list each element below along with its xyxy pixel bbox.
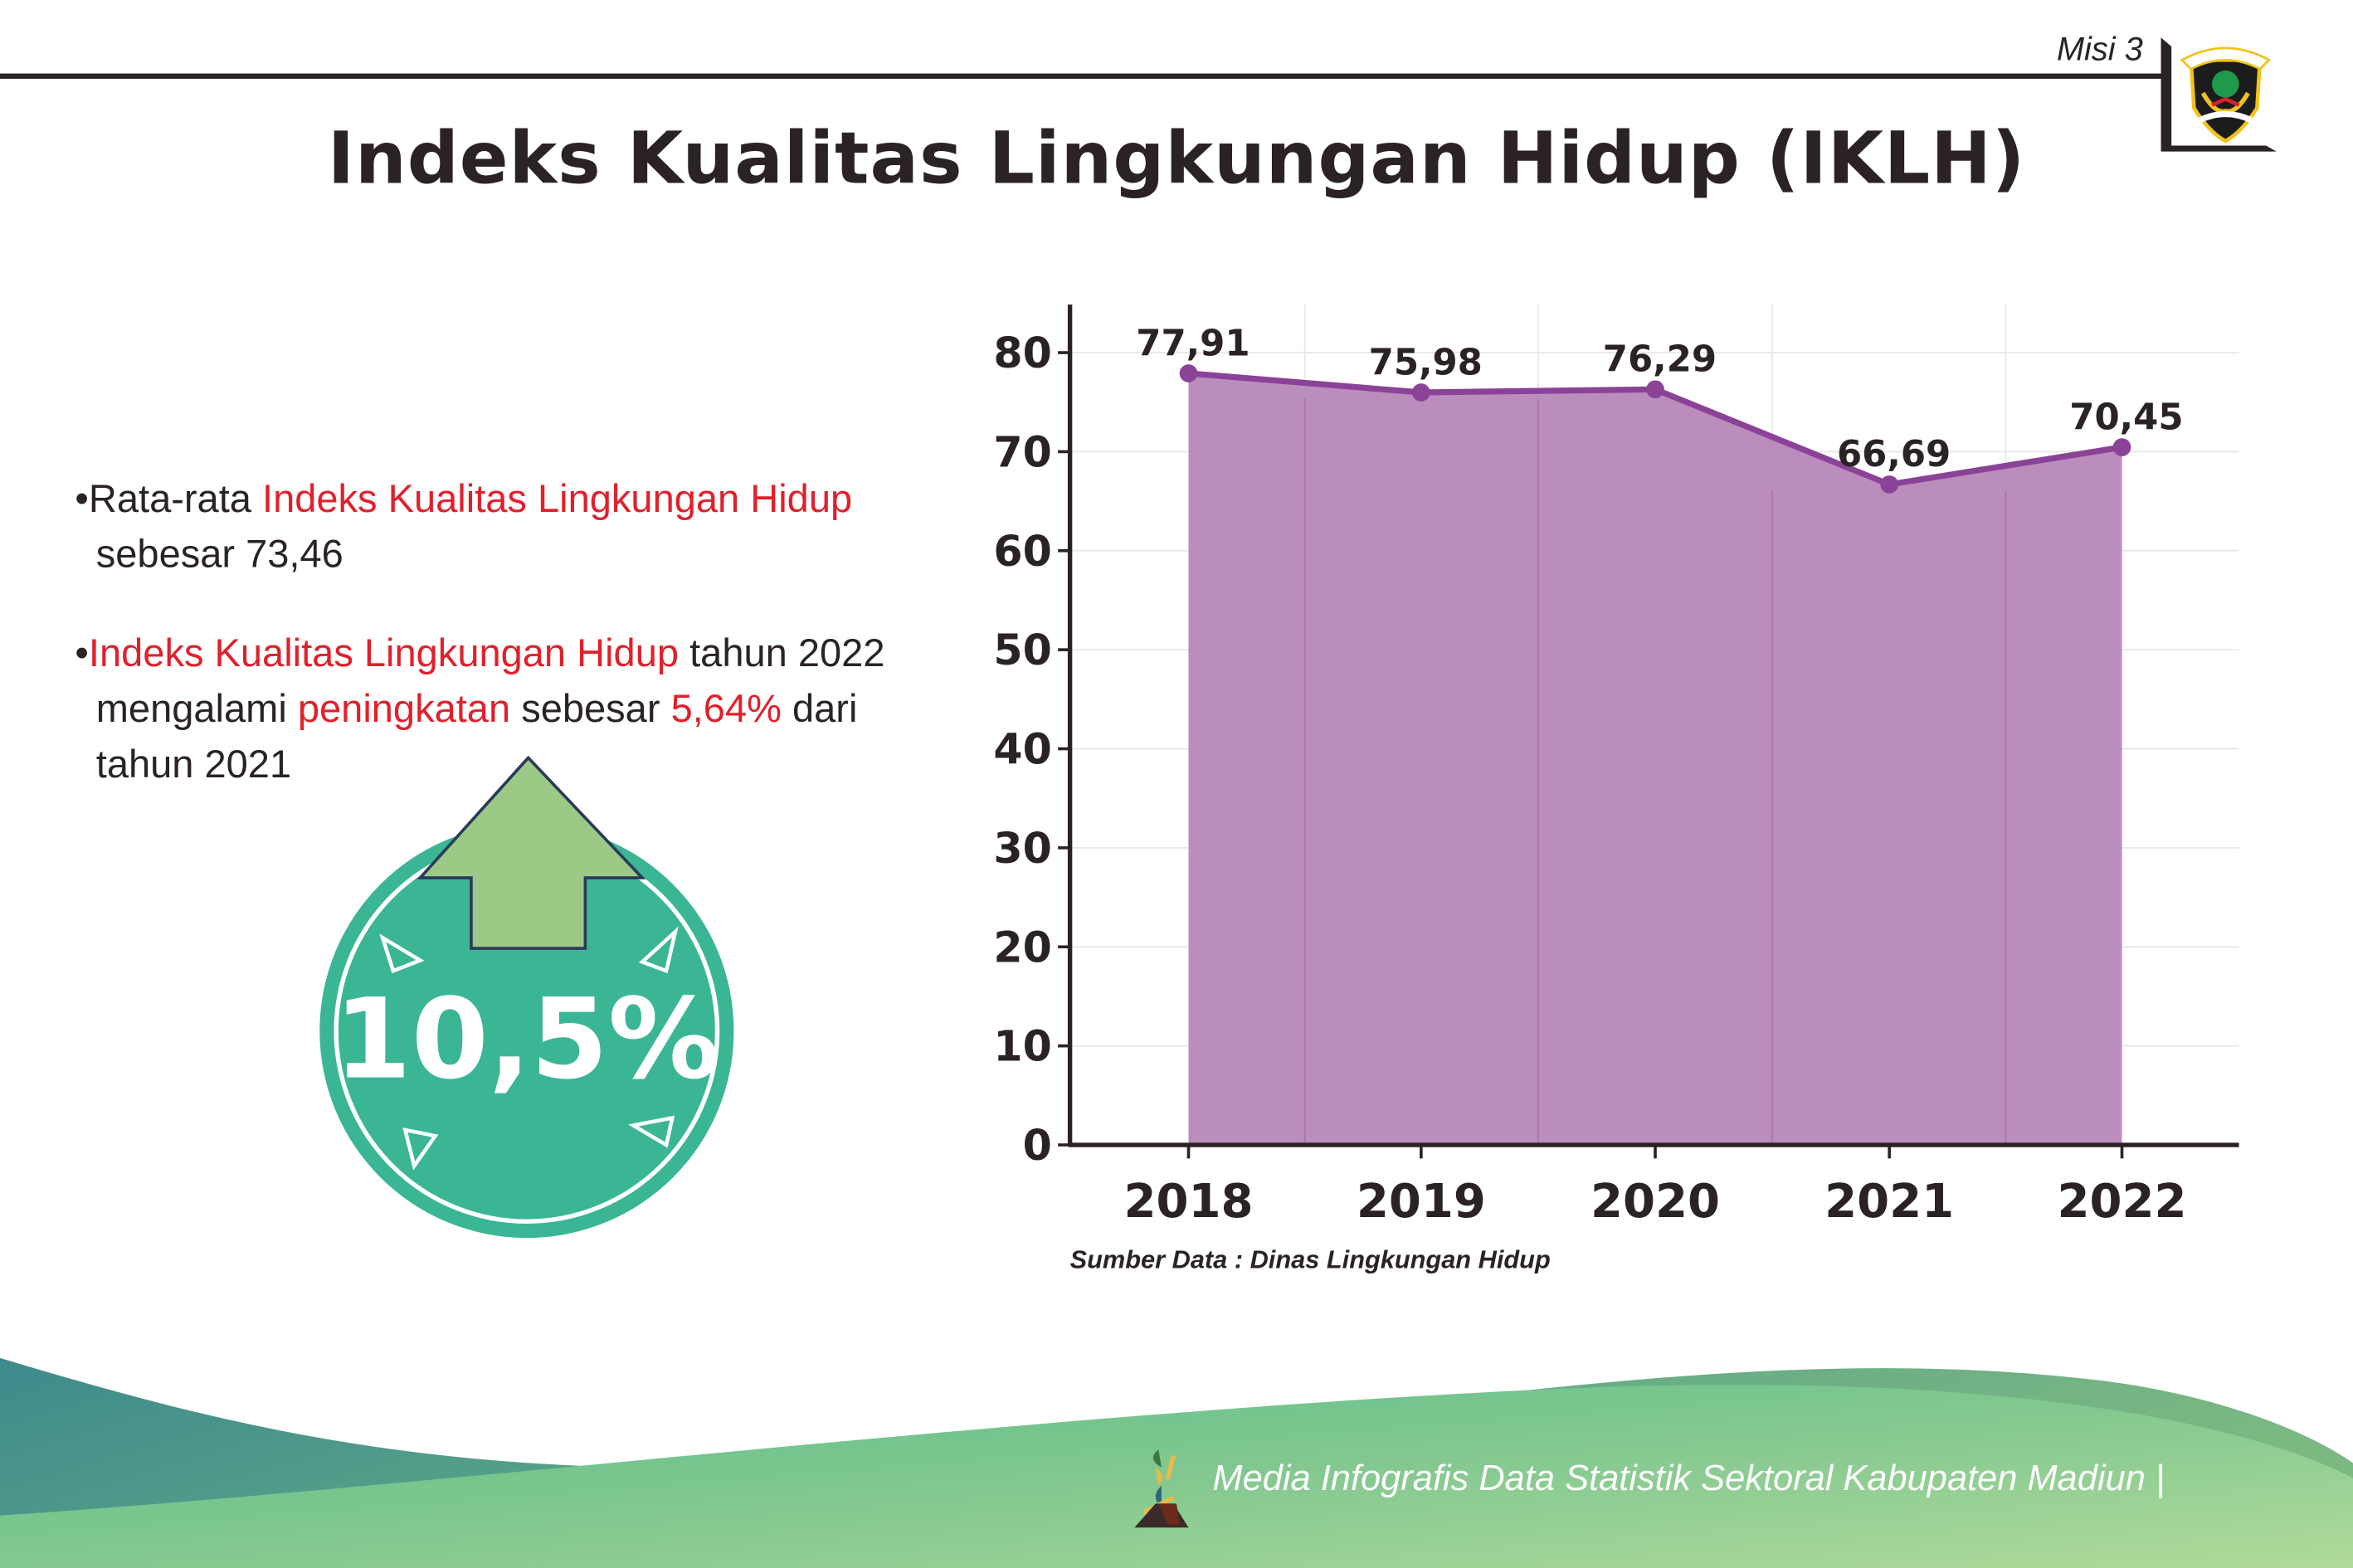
data-label: 76,29 <box>1603 339 1717 381</box>
bullet-text: sebesar <box>510 685 671 731</box>
data-label: 75,98 <box>1369 342 1483 383</box>
bullet-dot: • <box>75 630 89 675</box>
data-point <box>2112 438 2131 456</box>
y-tick-label: 60 <box>993 527 1051 576</box>
x-tick-label: 2021 <box>1824 1175 1954 1229</box>
y-tick-label: 50 <box>993 626 1051 674</box>
bullet-text: tahun 2022 <box>679 630 885 675</box>
data-point <box>1880 475 1899 494</box>
bullet-text: sebesar 73,46 <box>95 531 343 577</box>
highlight-text: peningkatan <box>297 685 511 731</box>
data-label: 70,45 <box>2069 397 2183 438</box>
kabupaten-madiun-logo <box>2180 46 2271 144</box>
x-tick-label: 2019 <box>1357 1175 1486 1229</box>
y-tick-label: 30 <box>993 824 1051 873</box>
footer-logo <box>1134 1449 1189 1528</box>
area-fill <box>1188 373 2122 1146</box>
footer-caption: Media Infografis Data Statistik Sektoral… <box>1212 1458 2165 1499</box>
y-tick-label: 70 <box>993 428 1051 477</box>
data-source: Sumber Data : Dinas Lingkungan Hidup <box>1069 1245 1551 1274</box>
bullet-text: dari <box>781 685 858 731</box>
highlight-text: Indeks Kualitas Lingkungan Hidup <box>88 630 680 675</box>
badge-value: 10,5% <box>334 975 720 1105</box>
highlight-text: 5,64% <box>670 685 782 731</box>
bullet-increase: •Indeks Kualitas Lingkungan Hidup tahun … <box>75 626 884 792</box>
x-tick-label: 2018 <box>1123 1175 1253 1229</box>
x-tick-label: 2020 <box>1591 1175 1720 1229</box>
bullet-average: •Rata-rata Indeks Kualitas Lingkungan Hi… <box>75 471 852 582</box>
data-point <box>1411 383 1430 402</box>
growth-badge <box>319 755 734 1239</box>
data-label: 77,91 <box>1136 323 1250 364</box>
y-tick-label: 80 <box>993 329 1051 377</box>
y-tick-label: 40 <box>993 725 1051 774</box>
sparkle-icons <box>379 926 679 1171</box>
data-label: 66,69 <box>1837 434 1951 475</box>
up-arrow-icon <box>417 755 646 950</box>
page-title: Indeks Kualitas Lingkungan Hidup (IKLH) <box>327 117 2026 202</box>
bullet-text: •Rata-rata <box>75 475 263 521</box>
data-point <box>1179 364 1198 382</box>
bullet-text: mengalami <box>95 685 298 731</box>
y-tick-label: 0 <box>1023 1121 1052 1170</box>
y-tick-label: 10 <box>993 1022 1051 1071</box>
y-tick-label: 20 <box>993 923 1051 971</box>
mission-label: Misi 3 <box>2056 30 2143 68</box>
highlight-text: Indeks Kualitas Lingkungan Hidup <box>262 475 853 521</box>
x-tick-label: 2022 <box>2058 1175 2187 1229</box>
data-point <box>1646 380 1664 399</box>
bullet-text: tahun 2021 <box>95 741 292 786</box>
